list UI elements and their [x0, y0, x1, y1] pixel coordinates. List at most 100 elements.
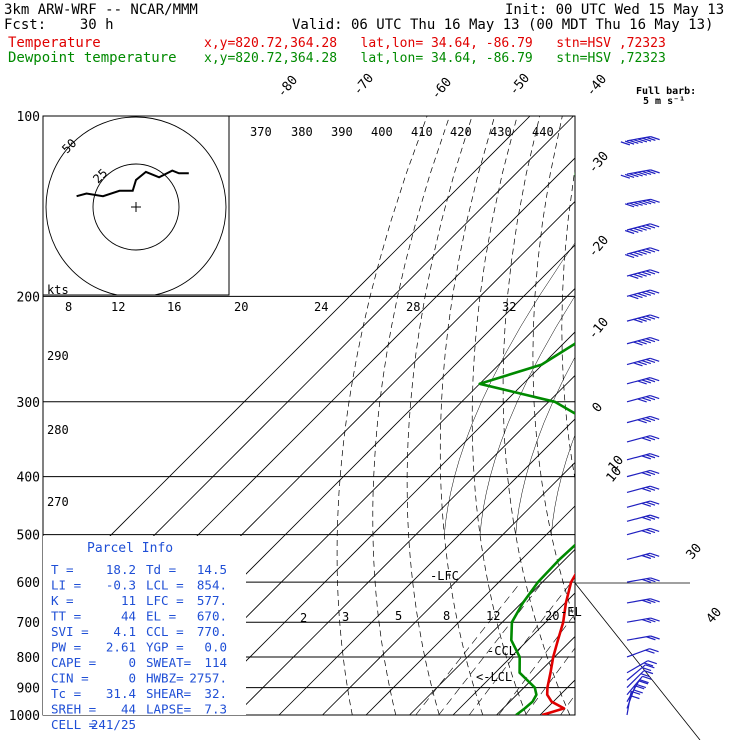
barb-flag — [649, 648, 659, 653]
barb-flag — [650, 577, 660, 582]
parcel-value: 114 — [204, 655, 227, 670]
model-title: 3km ARW-WRF -- NCAR/MMM — [4, 2, 198, 18]
mixing-ratio-line — [468, 581, 572, 715]
dry-adiabat — [336, 116, 428, 715]
isotherm — [409, 548, 575, 715]
parcel-key: LAPSE= — [146, 702, 191, 717]
wind-barb — [624, 198, 660, 208]
theta-label: 280 — [47, 423, 69, 437]
wind-barb — [626, 598, 660, 604]
pressure-tick-label: 600 — [17, 576, 40, 591]
pressure-tick-label: 800 — [17, 651, 40, 666]
barb-flag — [641, 554, 652, 560]
barb-flag — [624, 140, 635, 145]
isotherm-label: -20 — [586, 233, 613, 261]
barb-flag — [630, 695, 640, 700]
barb-flag — [641, 137, 652, 142]
barb-flag — [649, 289, 660, 294]
isotherm — [235, 374, 575, 715]
barb-flag — [649, 269, 660, 274]
isotherm — [278, 418, 575, 715]
barb-flag — [637, 250, 647, 255]
barb-flag — [641, 271, 652, 276]
barb-flag — [629, 173, 639, 178]
parcel-value: 18.2 — [106, 562, 136, 577]
barb-flag — [649, 395, 660, 400]
theta-e-label: 370 — [250, 125, 272, 139]
parcel-key: CELL = — [51, 717, 96, 732]
pressure-tick-label: 200 — [17, 290, 40, 305]
init-time: Init: 00 UTC Wed 15 May 13 — [505, 2, 725, 18]
barb-flag — [641, 379, 652, 384]
parcel-info-title: Parcel Info — [87, 541, 173, 556]
barb-flag — [637, 171, 648, 176]
parcel-key: HWBZ= — [146, 671, 184, 686]
barb-flag — [641, 339, 652, 344]
barb-flag — [633, 227, 643, 232]
isotherm — [43, 116, 531, 604]
pressure-tick-label: 400 — [17, 471, 40, 486]
parcel-value: 7.3 — [204, 702, 227, 717]
barb-flag — [629, 228, 639, 233]
barb-flag — [635, 685, 645, 690]
parcel-key: SREH = — [51, 702, 96, 717]
barb-flag — [641, 599, 652, 604]
barb-flag — [633, 318, 643, 323]
isotherm-label: -30 — [586, 149, 613, 177]
parcel-value: 0.0 — [204, 640, 227, 655]
barb-flag — [624, 173, 635, 178]
mixing-ratio-label: 28 — [406, 300, 420, 314]
barb-flag — [641, 418, 652, 423]
barb-flag — [649, 336, 660, 342]
parcel-value: 0 — [128, 655, 136, 670]
pressure-tick-label: 500 — [17, 529, 40, 544]
dry-adiabat — [471, 116, 527, 715]
mixing-ratio-label: 2 — [300, 611, 307, 625]
isotherm-extension — [574, 582, 701, 740]
barb-flag — [641, 225, 652, 230]
barb-flag — [624, 229, 635, 235]
parcel-key: TT = — [51, 609, 81, 624]
barb-flag — [633, 172, 643, 177]
theta-e-label: 380 — [291, 125, 313, 139]
wind-barb — [624, 223, 660, 235]
parcel-value: 4.1 — [113, 624, 136, 639]
parcel-value: 14.5 — [197, 562, 227, 577]
barb-flag — [637, 340, 647, 345]
barb-flag — [637, 380, 647, 385]
barb-flag — [629, 274, 639, 279]
wind-barb — [626, 660, 657, 674]
isotherm-label: -50 — [507, 71, 534, 99]
parcel-value: 2757. — [189, 671, 227, 686]
dry-adiabat — [406, 116, 473, 715]
barb-flag — [642, 675, 652, 680]
barb-flag — [649, 500, 660, 505]
plot-frame — [42, 115, 576, 716]
barb-flag — [629, 139, 639, 144]
mixing-ratio-label: 20 — [234, 300, 248, 314]
wind-barb — [626, 500, 660, 508]
wind-barb — [626, 395, 660, 403]
pressure-tick-label: 300 — [17, 396, 40, 411]
barb-flag — [620, 174, 631, 179]
barb-flag — [637, 272, 647, 277]
pressure-tick-label: 100 — [17, 110, 40, 125]
barb-flag — [650, 617, 660, 622]
mixing-ratio-label: 3 — [342, 610, 349, 624]
barb-flag — [633, 273, 643, 278]
mixing-ratio-label: 20 — [545, 609, 559, 623]
lcl-marker: <-LCL — [476, 670, 512, 684]
barb-flag — [629, 252, 639, 257]
valid-time: Valid: 06 UTC Thu 16 May 13 (00 MDT Thu … — [292, 17, 714, 33]
barb-flag — [645, 396, 656, 401]
dry-adiabat — [694, 116, 740, 715]
isotherm-label: -40 — [584, 72, 611, 100]
barb-flag — [633, 251, 643, 256]
forecast-hour: Fcst: 30 h — [4, 17, 114, 33]
theta-e-label: 420 — [450, 125, 472, 139]
parcel-value: 11 — [121, 593, 136, 608]
mixing-ratio-label: 32 — [502, 300, 516, 314]
barb-flag — [645, 515, 656, 520]
barb-flag — [641, 502, 652, 507]
